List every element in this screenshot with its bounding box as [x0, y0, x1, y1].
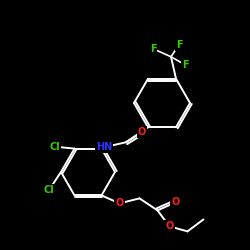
- Text: HN: HN: [96, 142, 112, 152]
- Text: O: O: [166, 222, 173, 232]
- Text: Cl: Cl: [44, 185, 54, 195]
- Text: F: F: [182, 60, 188, 70]
- Text: F: F: [176, 40, 182, 50]
- Text: O: O: [172, 198, 179, 207]
- Text: Cl: Cl: [49, 142, 60, 152]
- Text: O: O: [138, 127, 146, 137]
- Text: F: F: [150, 44, 156, 54]
- Text: O: O: [116, 198, 124, 208]
